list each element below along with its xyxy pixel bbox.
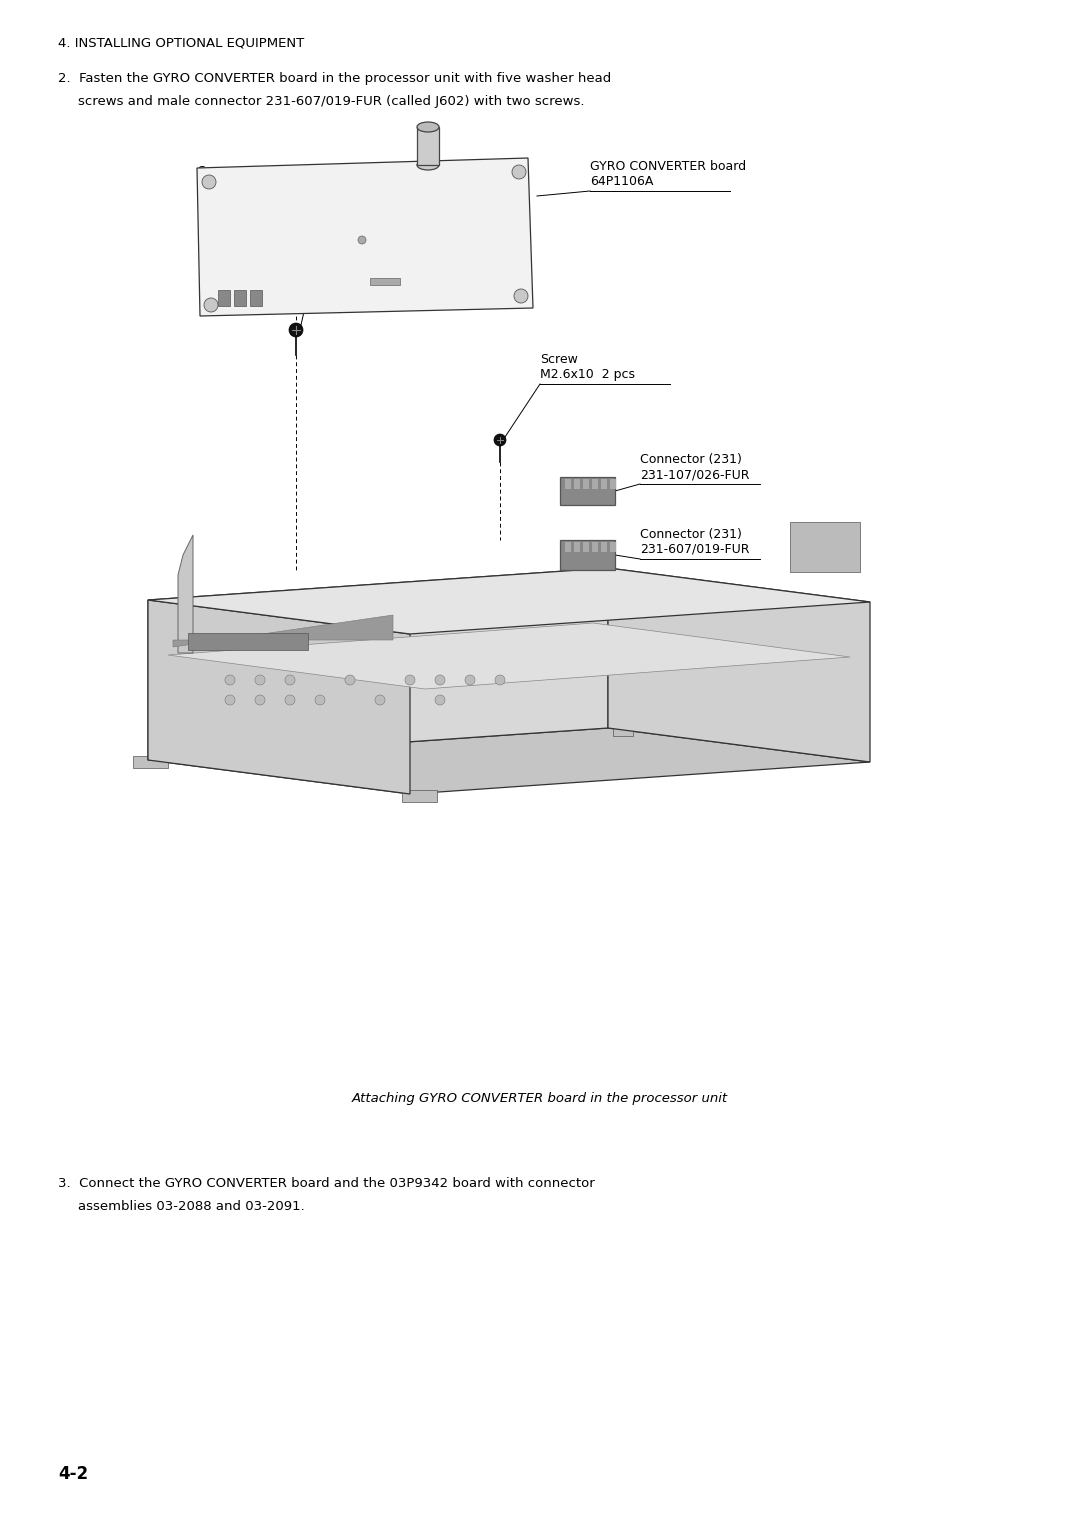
Circle shape (255, 675, 265, 686)
Circle shape (285, 675, 295, 686)
Polygon shape (148, 728, 870, 794)
Polygon shape (188, 634, 308, 651)
Text: M3x8  5 pcs: M3x8 5 pcs (197, 180, 272, 192)
Text: 2.  Fasten the GYRO CONVERTER board in the processor unit with five washer head: 2. Fasten the GYRO CONVERTER board in th… (58, 72, 611, 86)
Text: M2.6x10  2 pcs: M2.6x10 2 pcs (540, 368, 635, 382)
Bar (573, 479, 580, 489)
Bar (592, 542, 598, 551)
Polygon shape (178, 534, 193, 654)
Text: Connector (231): Connector (231) (640, 454, 742, 466)
Polygon shape (613, 724, 633, 736)
Polygon shape (370, 278, 400, 286)
Circle shape (435, 675, 445, 686)
Circle shape (514, 289, 528, 302)
Bar (573, 542, 580, 551)
Text: Screw: Screw (197, 165, 234, 179)
Polygon shape (561, 541, 615, 570)
Text: Connector (231): Connector (231) (640, 528, 742, 541)
Polygon shape (148, 568, 608, 760)
Circle shape (375, 695, 384, 705)
Text: 4-2: 4-2 (58, 1464, 89, 1483)
Circle shape (495, 675, 505, 686)
Polygon shape (789, 522, 860, 573)
Polygon shape (173, 615, 393, 647)
Circle shape (204, 298, 218, 312)
Text: 3.  Connect the GYRO CONVERTER board and the 03P9342 board with connector: 3. Connect the GYRO CONVERTER board and … (58, 1177, 595, 1190)
Polygon shape (417, 127, 438, 165)
Bar (583, 542, 589, 551)
Bar (610, 479, 616, 489)
Circle shape (435, 695, 445, 705)
Bar (565, 542, 571, 551)
Circle shape (405, 675, 415, 686)
Polygon shape (402, 789, 437, 802)
Circle shape (494, 434, 507, 446)
Circle shape (315, 695, 325, 705)
Ellipse shape (417, 122, 438, 131)
Text: 231-107/026-FUR: 231-107/026-FUR (640, 467, 750, 481)
Polygon shape (197, 157, 534, 316)
Text: 64P1106A: 64P1106A (590, 176, 653, 188)
Polygon shape (133, 756, 168, 768)
Circle shape (289, 324, 303, 337)
Bar (600, 542, 607, 551)
Text: 4. INSTALLING OPTIONAL EQUIPMENT: 4. INSTALLING OPTIONAL EQUIPMENT (58, 37, 305, 50)
Circle shape (465, 675, 475, 686)
Bar (610, 542, 616, 551)
Bar (565, 479, 571, 489)
Circle shape (225, 675, 235, 686)
Circle shape (512, 165, 526, 179)
Circle shape (285, 695, 295, 705)
Polygon shape (561, 476, 615, 505)
Polygon shape (608, 568, 870, 762)
Text: Attaching GYRO CONVERTER board in the processor unit: Attaching GYRO CONVERTER board in the pr… (352, 1092, 728, 1106)
Bar (583, 479, 589, 489)
Polygon shape (148, 568, 870, 634)
Ellipse shape (417, 160, 438, 169)
Circle shape (255, 695, 265, 705)
Text: 231-607/019-FUR: 231-607/019-FUR (640, 544, 750, 556)
Bar (592, 479, 598, 489)
Text: assemblies 03-2088 and 03-2091.: assemblies 03-2088 and 03-2091. (78, 1200, 305, 1212)
Polygon shape (148, 600, 410, 794)
Polygon shape (168, 623, 850, 689)
Polygon shape (234, 290, 246, 305)
Circle shape (345, 675, 355, 686)
Text: screws and male connector 231-607/019-FUR (called J602) with two screws.: screws and male connector 231-607/019-FU… (78, 95, 584, 108)
Polygon shape (218, 290, 230, 305)
Circle shape (357, 237, 366, 244)
Circle shape (202, 176, 216, 189)
Bar (600, 479, 607, 489)
Polygon shape (249, 290, 262, 305)
Text: GYRO CONVERTER board: GYRO CONVERTER board (590, 160, 746, 173)
Circle shape (225, 695, 235, 705)
Text: Screw: Screw (540, 353, 578, 366)
